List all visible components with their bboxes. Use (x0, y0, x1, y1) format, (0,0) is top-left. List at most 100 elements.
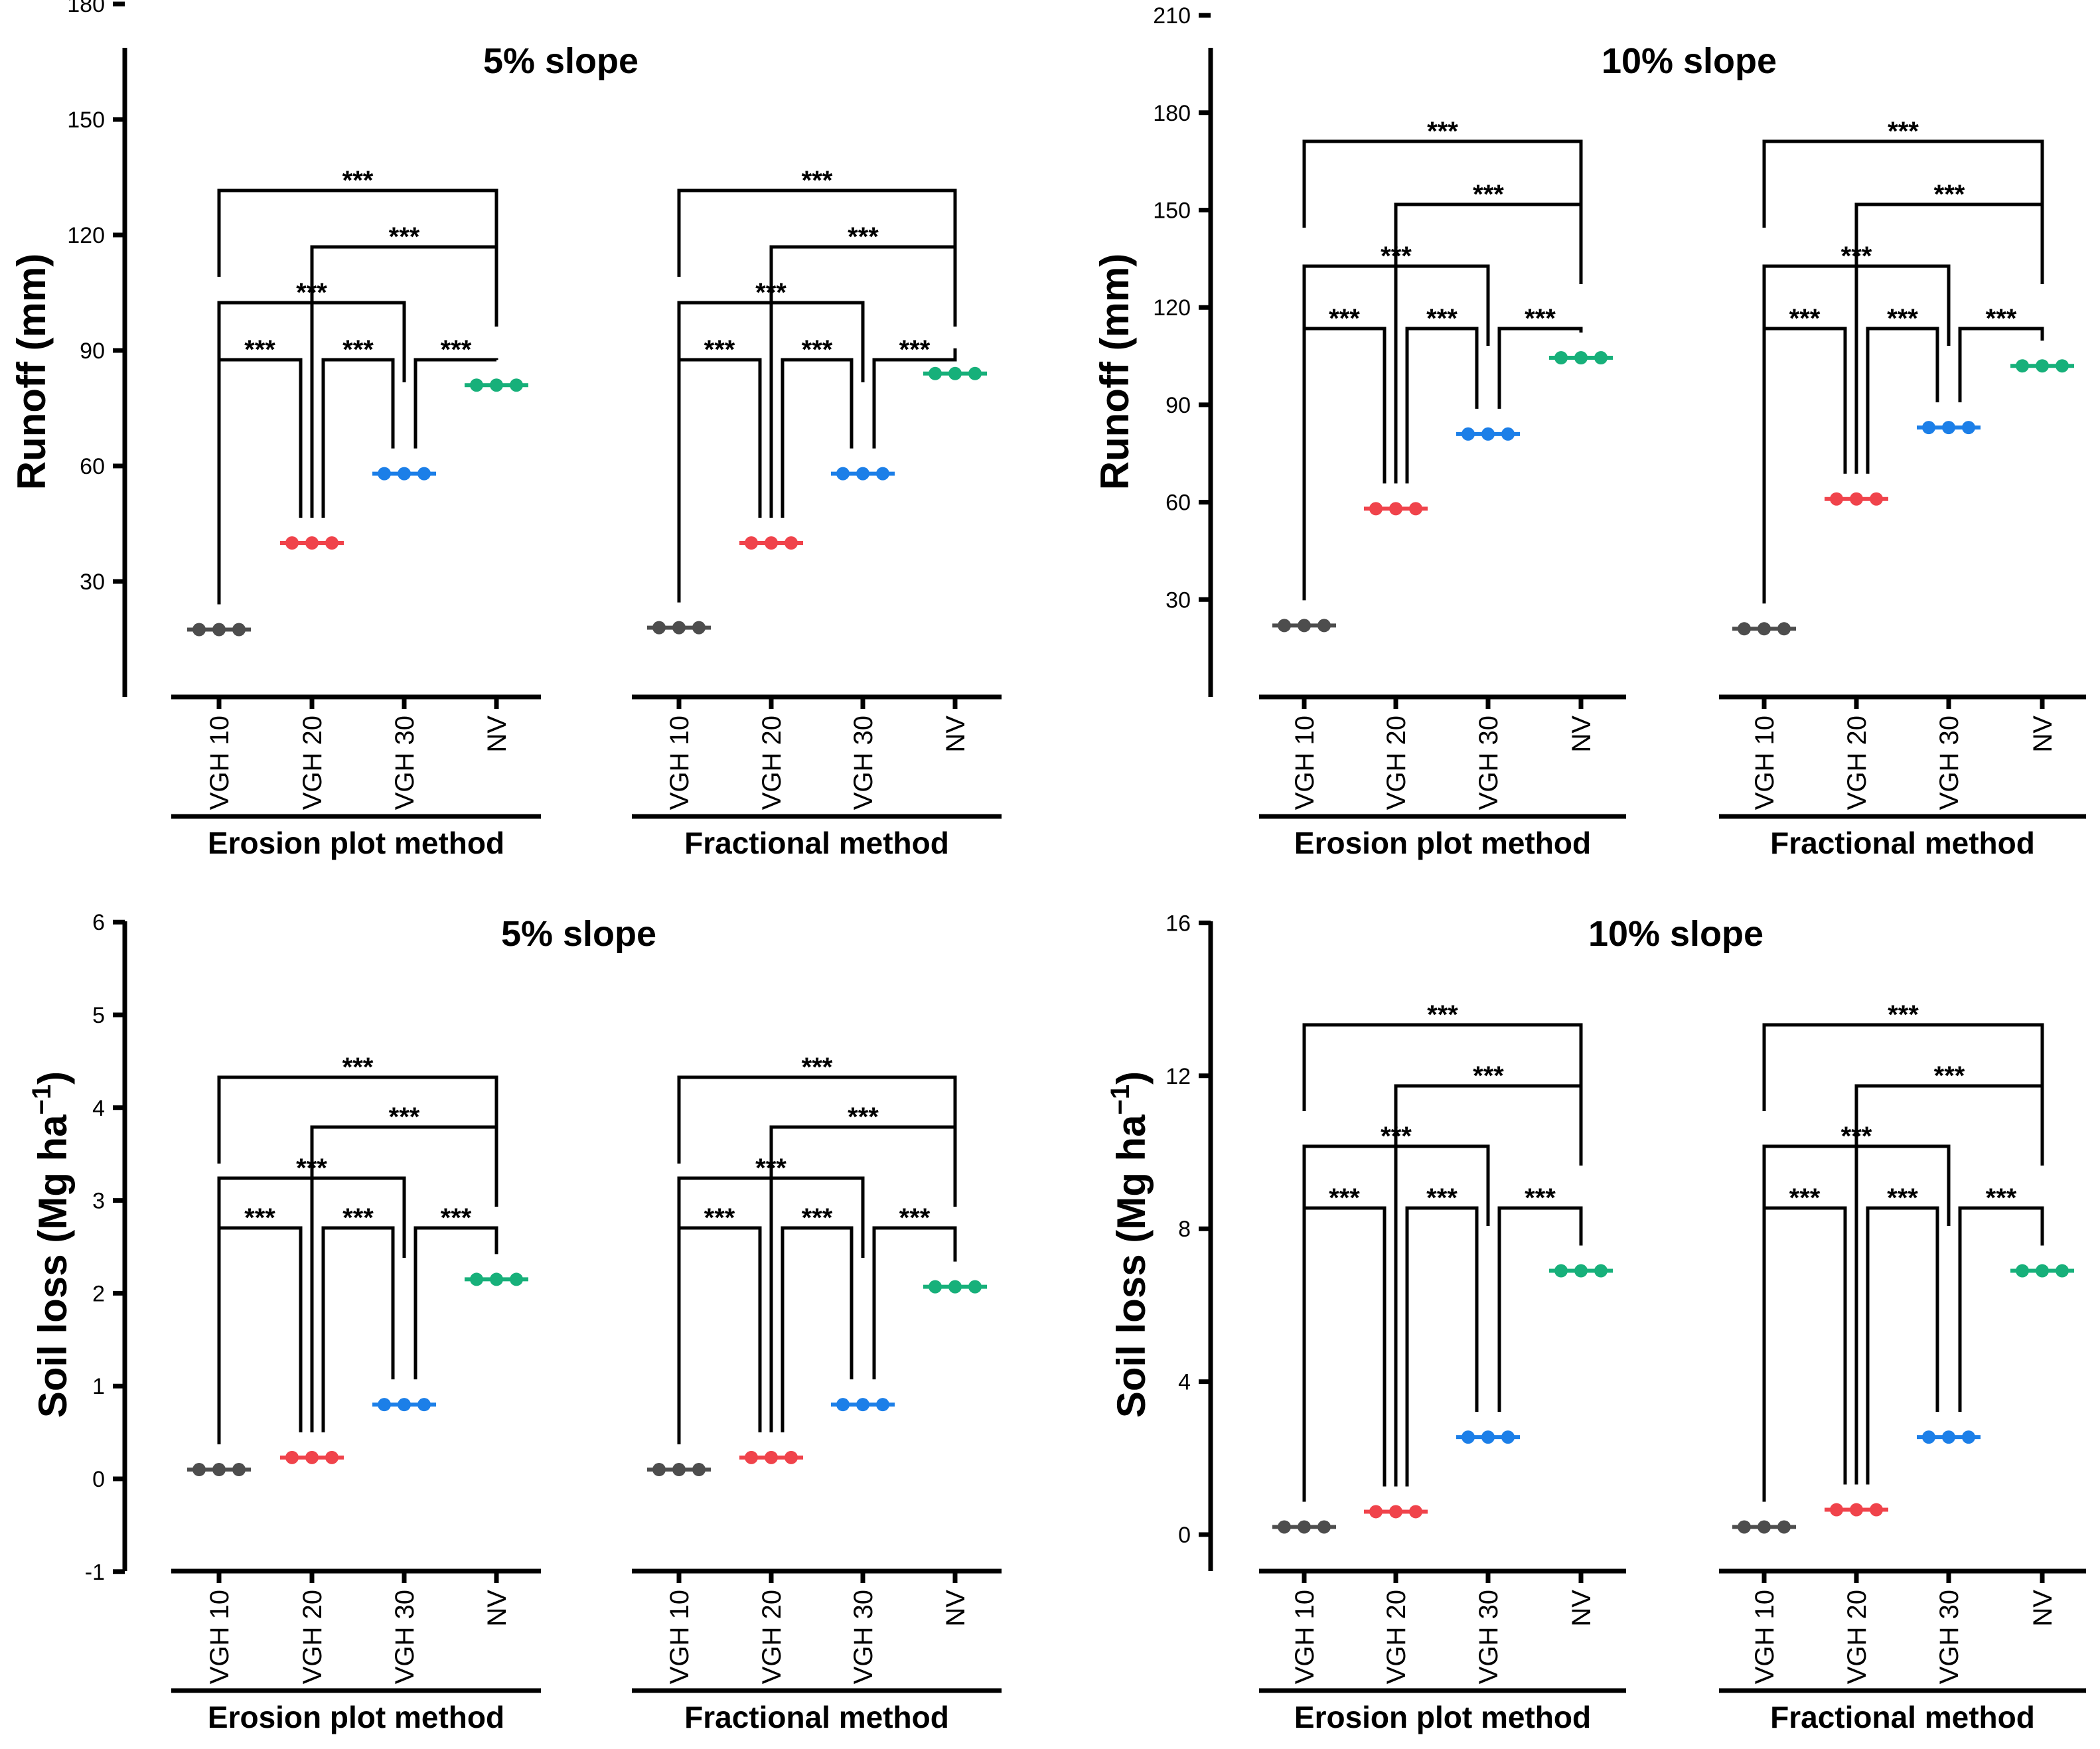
significance-bracket: *** (217, 1053, 498, 1164)
data-dot (417, 467, 431, 481)
data-point-vgh-20 (1364, 1505, 1428, 1519)
x-tick-label: NV (2028, 1590, 2058, 1627)
bracket-line (677, 1075, 957, 1164)
significance-label: *** (1426, 1183, 1458, 1213)
data-dot (876, 467, 889, 481)
x-tick-label: VGH 30 (1935, 716, 1964, 810)
y-tick-label: 150 (67, 108, 105, 133)
x-tick-label: VGH 10 (1750, 1590, 1779, 1684)
significance-bracket: *** (413, 335, 498, 449)
y-axis-label: Runoff (mm) (9, 254, 54, 491)
data-dot (398, 467, 411, 481)
data-dot (490, 1272, 503, 1286)
data-dot (1830, 1503, 1843, 1517)
significance-bracket: *** (1762, 1183, 1847, 1502)
bracket-line (1302, 1023, 1583, 1111)
bracket-line (413, 1226, 498, 1380)
significance-bracket: *** (1958, 1183, 2044, 1412)
bracket-line (321, 358, 395, 518)
chart-title: 10% slope (1602, 41, 1777, 81)
significance-label: *** (296, 1154, 327, 1183)
data-dot (232, 623, 246, 637)
data-dot (1317, 619, 1331, 633)
y-tick-label: 2 (92, 1281, 105, 1306)
significance-bracket: *** (217, 1154, 406, 1264)
data-point-vgh-10 (1272, 619, 1336, 633)
group-erosion-plot-method: VGH 10 VGH 20 VGH 30 NV Erosion plot method *… (171, 166, 541, 860)
data-point-vgh-20 (280, 1450, 344, 1464)
data-dot (470, 1272, 483, 1286)
x-tick-label: VGH 20 (1842, 716, 1872, 810)
group-fractional-method: VGH 10 VGH 20 VGH 30 NV Fractional method ***… (1719, 1000, 2086, 1734)
data-dot (192, 623, 206, 637)
data-dot (672, 621, 686, 635)
significance-bracket: *** (1762, 1122, 1951, 1233)
x-tick-label: NV (483, 1590, 512, 1627)
data-dot (285, 1450, 299, 1464)
data-dot (2036, 359, 2049, 373)
bracket-line (310, 245, 498, 518)
group-erosion-plot-method: VGH 10 VGH 20 VGH 30 NV Erosion plot method *… (1259, 1000, 1626, 1734)
significance-label: *** (342, 335, 374, 364)
x-tick-label: NV (483, 716, 512, 753)
data-point-vgh-10 (187, 1463, 251, 1477)
group-label: Erosion plot method (208, 1700, 504, 1734)
x-tick-label: VGH 10 (665, 1590, 694, 1684)
data-dot (1738, 622, 1751, 636)
group-label: Fractional method (1770, 826, 2035, 860)
x-tick-label: VGH 10 (205, 1590, 234, 1684)
y-tick-label: 60 (80, 454, 105, 479)
significance-label: *** (1525, 304, 1556, 333)
data-dot (232, 1463, 246, 1477)
significance-label: *** (1789, 304, 1821, 333)
data-point-vgh-30 (372, 1398, 436, 1412)
y-tick-label: 90 (1165, 393, 1191, 418)
significance-bracket: *** (1762, 304, 1847, 604)
group-erosion-plot-method: VGH 10 VGH 20 VGH 30 NV Erosion plot method *… (171, 1053, 541, 1734)
data-dot (1850, 1503, 1863, 1517)
significance-bracket: *** (872, 335, 957, 449)
significance-label: *** (704, 1203, 735, 1233)
significance-label: *** (755, 278, 787, 307)
data-point-nv (465, 378, 528, 392)
data-point-vgh-20 (280, 536, 344, 550)
x-tick-label: VGH 20 (1382, 1590, 1411, 1684)
chart-title: 10% slope (1588, 914, 1763, 954)
y-tick-label: 5 (92, 1003, 105, 1028)
significance-bracket: *** (1866, 1183, 1939, 1485)
significance-bracket: *** (321, 1203, 395, 1432)
y-axis-label-superscript: −1 (27, 1085, 56, 1115)
x-tick-label: VGH 10 (205, 716, 234, 810)
data-dot (510, 378, 523, 392)
data-dot (1369, 502, 1383, 516)
x-tick-label: VGH 20 (298, 1590, 327, 1684)
data-dot (672, 1463, 686, 1477)
significance-label: *** (1525, 1183, 1556, 1213)
significance-label: *** (1986, 1183, 2017, 1213)
data-dot (470, 378, 483, 392)
data-point-vgh-10 (647, 621, 711, 635)
data-point-nv (923, 366, 987, 380)
data-dot (765, 1450, 778, 1464)
panel-top-right: 30 60 90 120 150 180 210 Runoff (mm) 10% slope VG… (1092, 3, 2086, 860)
significance-label: *** (1934, 1061, 1965, 1091)
x-tick-label: NV (1567, 716, 1596, 753)
significance-bracket: *** (872, 1203, 957, 1380)
significance-label: *** (1986, 304, 2017, 333)
bracket-line (217, 1226, 303, 1445)
y-tick-label: 180 (67, 0, 105, 17)
bracket-line (1958, 327, 2044, 403)
data-dot (929, 366, 942, 380)
bracket-line (217, 301, 406, 389)
x-tick-label: VGH 30 (1474, 716, 1503, 810)
data-point-nv (1549, 350, 1613, 364)
bracket-line (1497, 327, 1583, 409)
data-dot (2056, 359, 2069, 373)
data-point-nv (923, 1280, 987, 1294)
data-dot (948, 1280, 962, 1294)
data-dot (765, 536, 778, 550)
x-tick-label: VGH 30 (390, 716, 419, 810)
data-dot (1738, 1520, 1751, 1534)
bracket-line (1866, 327, 1939, 474)
bracket-line (217, 358, 303, 605)
